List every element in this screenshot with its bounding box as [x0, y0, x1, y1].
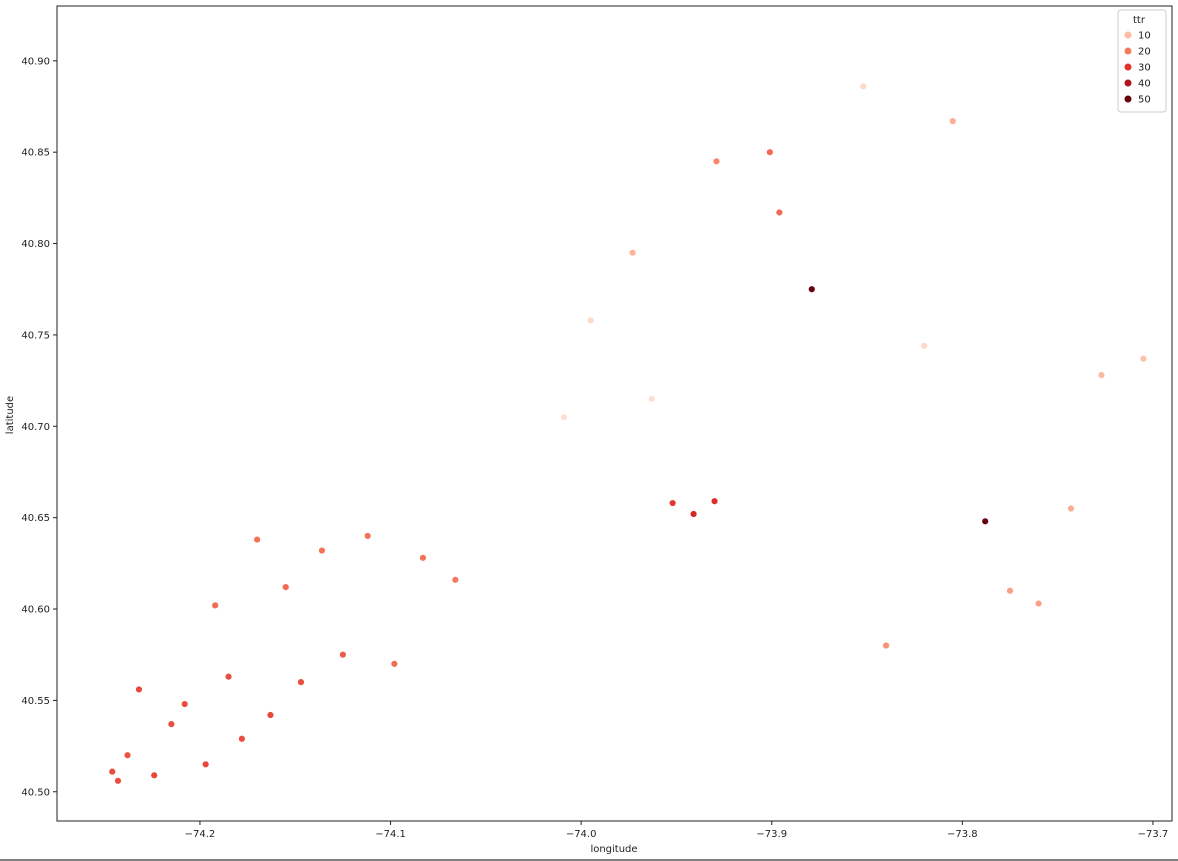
data-point [1139, 354, 1148, 363]
data-point [882, 641, 890, 650]
data-point [981, 517, 989, 526]
plot-area [56, 5, 1173, 822]
data-point [1034, 599, 1043, 608]
data-point [150, 771, 158, 780]
data-point [224, 672, 233, 681]
data-point [419, 554, 427, 562]
y-tick-label: 40.90 [21, 56, 50, 67]
y-tick-label: 40.80 [21, 239, 50, 250]
data-point [108, 767, 116, 776]
legend-label: 20 [1138, 47, 1151, 58]
data-point [689, 510, 698, 518]
data-point [363, 532, 372, 540]
data-point [451, 576, 460, 584]
data-point [1067, 504, 1075, 513]
legend-label: 30 [1138, 63, 1151, 74]
data-point [266, 711, 275, 719]
data-point [949, 117, 957, 125]
legend-title: ttr [1133, 15, 1146, 26]
x-tick-label: −74.0 [566, 829, 597, 840]
legend-marker [1123, 94, 1133, 104]
legend-label: 50 [1138, 95, 1151, 106]
data-point [712, 157, 721, 166]
data-point [586, 316, 595, 325]
x-tick-label: −74.1 [375, 829, 406, 840]
data-point [628, 248, 637, 257]
data-point [1097, 371, 1106, 379]
data-point [201, 760, 210, 769]
y-tick-label: 40.70 [21, 422, 50, 433]
y-tick-label: 40.65 [21, 513, 50, 524]
data-point [167, 720, 176, 728]
x-axis: −74.2 −74.1 −74.0 −73.9 −73.8 −73.7 [185, 821, 1169, 840]
data-point [766, 148, 774, 156]
data-point [920, 342, 928, 350]
legend-marker [1123, 62, 1133, 72]
data-point [135, 685, 143, 694]
x-tick-label: −73.7 [1138, 829, 1169, 840]
data-point [668, 499, 677, 507]
y-tick-label: 40.75 [21, 330, 50, 341]
data-point [1006, 587, 1014, 595]
data-point [859, 82, 867, 91]
legend-marker [1123, 30, 1133, 40]
legend: ttr 10 20 30 40 50 [1117, 9, 1167, 113]
data-point [253, 535, 261, 544]
legend-marker [1123, 78, 1133, 88]
data-point [297, 678, 305, 686]
data-point [282, 583, 290, 591]
data-point [123, 751, 132, 759]
data-point [775, 208, 784, 217]
y-axis-label: latitude [5, 396, 16, 434]
data-point [211, 601, 219, 610]
data-point [114, 777, 122, 785]
x-tick-label: −73.8 [947, 829, 978, 840]
x-tick-label: −73.9 [756, 829, 787, 840]
legend-label: 10 [1138, 31, 1151, 42]
data-point [181, 700, 189, 708]
y-tick-label: 40.55 [21, 696, 50, 707]
legend-marker [1123, 46, 1133, 56]
data-point [560, 413, 568, 421]
data-point [710, 497, 719, 505]
points-layer [108, 82, 1148, 785]
legend-label: 40 [1138, 79, 1151, 90]
x-axis-label: longitude [590, 844, 637, 855]
y-axis: 40.50 40.55 40.60 40.65 40.70 40.75 40.80 40.85… [21, 56, 57, 798]
y-tick-label: 40.60 [21, 605, 50, 616]
x-tick-label: −74.2 [185, 829, 216, 840]
y-tick-label: 40.85 [21, 148, 50, 159]
data-point [808, 285, 816, 293]
data-point [339, 651, 347, 659]
data-point [390, 660, 399, 668]
y-tick-label: 40.50 [21, 787, 50, 798]
data-point [318, 546, 326, 555]
data-point [238, 735, 246, 743]
data-point [647, 395, 656, 403]
